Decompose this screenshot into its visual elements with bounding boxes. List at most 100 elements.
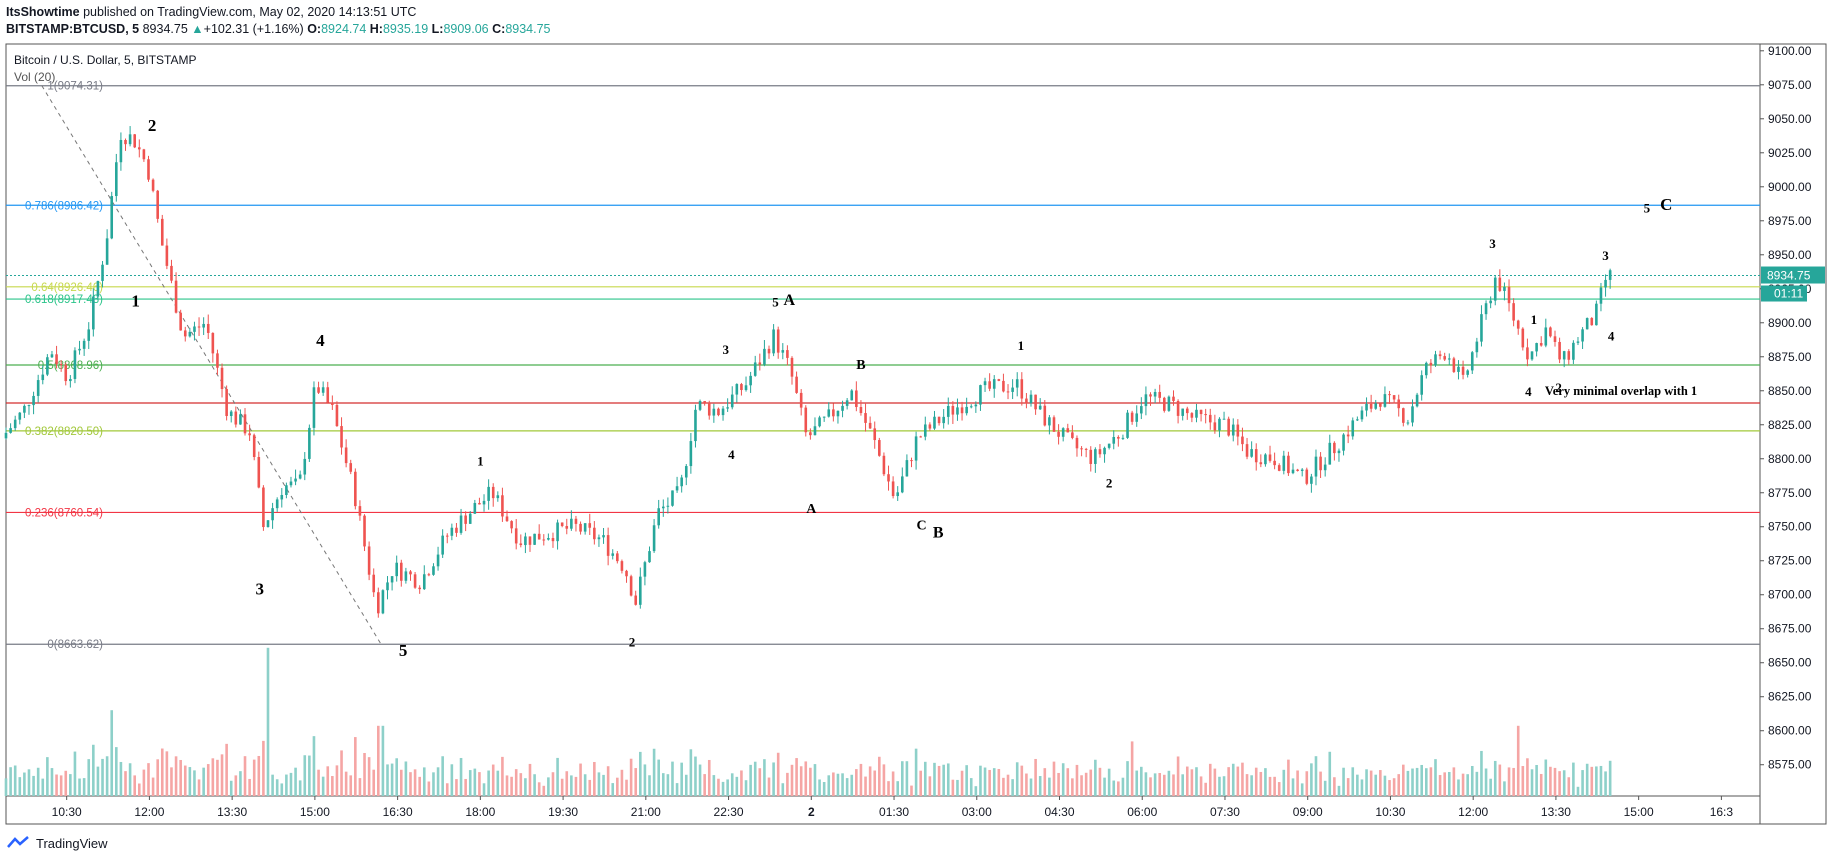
volume-bar [1043, 768, 1047, 796]
volume-bar [570, 775, 573, 796]
candle-body [101, 264, 104, 281]
volume-bar [1231, 763, 1235, 796]
candle-body [1199, 409, 1203, 415]
candle-body [634, 595, 638, 605]
candle-body [965, 406, 968, 414]
volume-bar [399, 769, 403, 796]
candle-body [1052, 417, 1056, 432]
volume-bar [556, 757, 559, 796]
candle-body [229, 411, 233, 417]
volume-bar [386, 764, 389, 796]
candle-body [193, 326, 196, 332]
volume-bar [1383, 775, 1387, 796]
candle-body [257, 457, 261, 488]
fib-level-label: 0.5(8868.96) [38, 360, 103, 372]
volume-bar [1415, 767, 1419, 796]
volume-bar [220, 754, 224, 796]
volume-bar [1406, 770, 1410, 796]
volume-bar [229, 780, 233, 796]
volume-bar [951, 779, 955, 796]
volume-bar [1461, 773, 1465, 796]
volume-bar [730, 773, 734, 796]
candle-body [220, 367, 224, 390]
volume-bar [1084, 772, 1088, 796]
volume-bar [1185, 766, 1189, 796]
volume-bar [266, 647, 270, 796]
wave-label: 4 [316, 331, 325, 350]
volume-bar [721, 781, 725, 796]
volume-bar [18, 777, 22, 796]
volume-bar [36, 767, 40, 796]
candle-body [547, 538, 550, 540]
author-name[interactable]: ItsShowtime [6, 5, 80, 19]
volume-bar [1107, 768, 1111, 796]
volume-bar [1553, 767, 1557, 796]
y-tick-label: 9025.00 [1768, 146, 1812, 160]
x-tick-label: 04:30 [1044, 805, 1074, 819]
y-tick-label: 8625.00 [1768, 690, 1812, 704]
candle-body [983, 381, 987, 386]
volume-legend: Vol (20) [14, 70, 56, 84]
candle-body [1379, 403, 1382, 407]
candle-body [133, 134, 137, 148]
candle-body [1167, 396, 1171, 411]
volume-bar [960, 770, 964, 796]
candle-body [298, 474, 302, 479]
candle-body [505, 516, 509, 522]
candle-body [753, 362, 757, 376]
candle-body [652, 525, 656, 552]
candle-body [386, 582, 389, 591]
volume-bar [1447, 771, 1451, 796]
volume-bar [23, 772, 26, 796]
volume-bar [225, 743, 228, 796]
volume-bar [55, 774, 58, 796]
candle-body [211, 332, 215, 354]
candle-body [1539, 343, 1543, 346]
candle-body [758, 362, 762, 365]
volume-bar [46, 757, 49, 796]
volume-bar [560, 778, 564, 796]
volume-bar [32, 775, 35, 796]
volume-bar [611, 783, 615, 796]
candle-body [1475, 341, 1479, 353]
volume-bar [1172, 774, 1175, 796]
volume-bar [965, 765, 968, 796]
volume-bar [514, 769, 518, 796]
volume-bar [510, 776, 513, 796]
candle-body [1351, 420, 1355, 437]
candle-body [1011, 387, 1014, 392]
volume-bar [827, 775, 831, 796]
candle-body [997, 379, 1001, 381]
volume-bar [689, 749, 693, 796]
volume-bar [639, 751, 642, 796]
candle-body [344, 447, 348, 464]
volume-bar [4, 778, 8, 796]
wave-label: 4 [1608, 328, 1615, 343]
volume-bar [923, 761, 927, 796]
candle-body [675, 486, 679, 491]
volume-bar [694, 756, 697, 796]
volume-bar [1061, 763, 1065, 796]
volume-bar [901, 761, 904, 796]
volume-bar [1089, 769, 1093, 796]
volume-bar [1075, 764, 1079, 796]
candle-body [1503, 286, 1506, 291]
symbol-name: BITSTAMP:BTCUSD, 5 [6, 22, 140, 36]
volume-bar [1144, 772, 1148, 796]
volume-bar [151, 777, 155, 796]
candle-body [4, 432, 8, 439]
volume-bar [1369, 770, 1373, 796]
candle-body [1581, 329, 1584, 342]
candle-body [1452, 358, 1456, 372]
candle-body [1250, 449, 1253, 457]
volume-bar [868, 766, 872, 796]
volume-bar [1190, 769, 1194, 796]
volume-bar [418, 776, 421, 796]
candle-body [354, 471, 357, 507]
price-change: +102.31 (+1.16%) [203, 22, 304, 36]
candle-body [1112, 436, 1116, 444]
tradingview-logo[interactable]: TradingView [6, 835, 108, 851]
candle-body [694, 409, 697, 442]
volume-bar [50, 768, 54, 796]
